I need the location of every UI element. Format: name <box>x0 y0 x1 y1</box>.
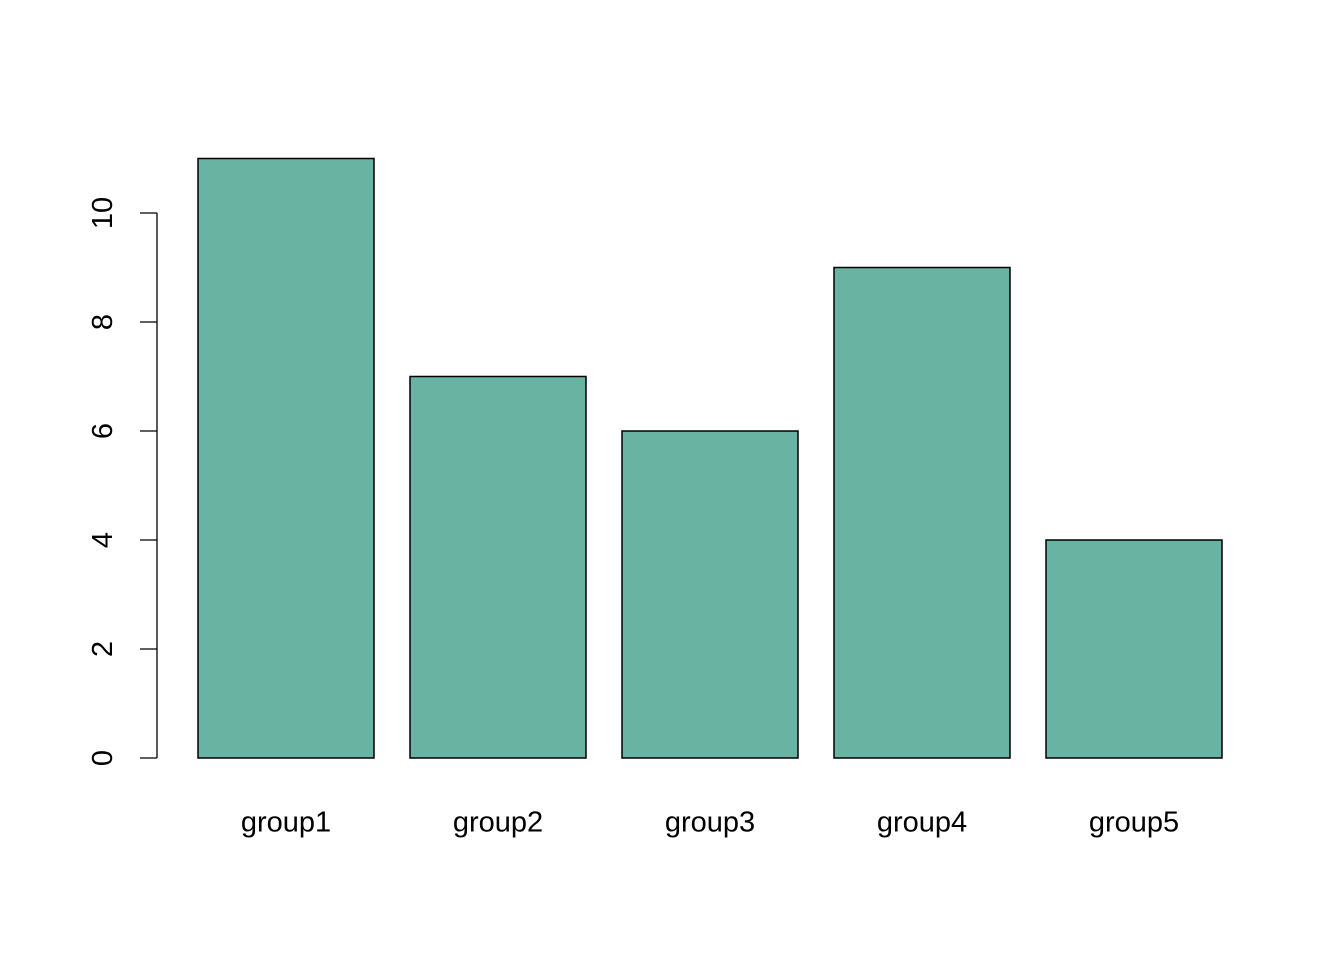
y-tick-label: 6 <box>87 423 119 439</box>
x-category-label: group4 <box>877 807 967 839</box>
x-category-label: group5 <box>1089 807 1179 839</box>
bar-group1 <box>197 157 375 759</box>
x-category-label: group2 <box>453 807 543 839</box>
bar-group3 <box>621 430 799 759</box>
y-tick-label: 8 <box>87 314 119 330</box>
bar-group2 <box>409 375 587 759</box>
x-category-label: group1 <box>241 807 331 839</box>
bar-group5 <box>1045 539 1223 759</box>
y-tick-label: 10 <box>87 197 119 229</box>
bars <box>197 157 1223 759</box>
y-axis: 0 2 4 6 8 10 <box>87 197 158 766</box>
x-axis-labels: group1 group2 group3 group4 group5 <box>241 807 1179 839</box>
y-tick-label: 4 <box>87 532 119 548</box>
bar-group4 <box>833 266 1011 759</box>
x-category-label: group3 <box>665 807 755 839</box>
y-tick-label: 2 <box>87 641 119 657</box>
y-tick-label: 0 <box>87 750 119 766</box>
